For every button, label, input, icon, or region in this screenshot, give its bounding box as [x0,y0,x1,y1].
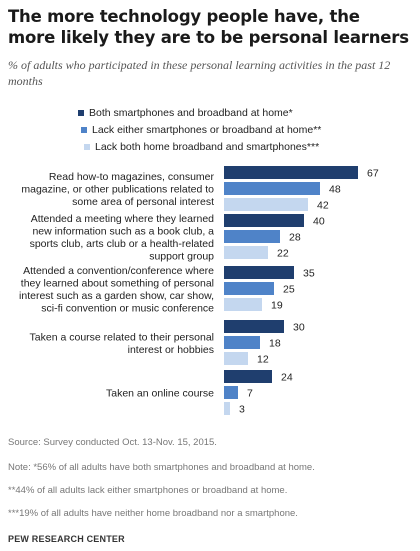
category-label: Taken a course related to their personal… [30,331,214,356]
bar [224,182,320,195]
category-label-line: some area of personal interest [72,196,214,208]
bar [224,320,284,333]
bar [224,214,304,227]
bar [224,282,274,295]
legend-label-series3: Lack both home broadband and smartphones… [95,140,320,153]
value-label: 12 [257,354,269,366]
chart-legend: Both smartphones and broadband at home* … [78,104,321,155]
bar [224,266,294,279]
bar [224,336,260,349]
value-label: 35 [303,268,315,280]
category-label-line: interest or hobbies [128,344,214,356]
bar [224,298,262,311]
legend-item-series3: Lack both home broadband and smartphones… [84,138,321,155]
bar [224,166,358,179]
bar [224,402,230,415]
category-label-line: support group [149,250,214,262]
value-label: 22 [277,248,289,260]
value-label: 19 [271,300,283,312]
bar [224,352,248,365]
value-label: 24 [281,372,293,384]
category-label: Read how-to magazines, consumer magazine,… [21,171,214,208]
value-label: 28 [289,232,301,244]
legend-item-series1: Both smartphones and broadband at home* [78,104,321,121]
category-label-line: sports club, arts club or a health-relat… [30,238,215,250]
value-label: 30 [293,322,305,334]
value-label: 7 [247,388,253,400]
legend-item-series2: Lack either smartphones or broadband at … [81,121,321,138]
footer-note-1: Note: *56% of all adults have both smart… [8,462,315,473]
chart-title: The more technology people have, the mor… [8,7,409,47]
value-label: 3 [239,404,245,416]
category-label-line: they learned about something of personal [21,277,214,289]
category-label: Attended a convention/conference where th… [19,265,214,315]
bar [224,246,268,259]
value-label: 18 [269,338,281,350]
category-label-line: Attended a convention/conference where [23,265,214,277]
bar [224,230,280,243]
legend-label-series2: Lack either smartphones or broadband at … [92,123,322,136]
value-label: 67 [367,168,379,180]
value-label: 48 [329,184,341,196]
bar [224,370,272,383]
category-label-line: magazine, or other publications related … [21,184,214,196]
bar-chart: Read how-to magazines, consumer magazine,… [19,166,379,416]
footer-note-2: **44% of all adults lack either smartpho… [8,485,288,496]
value-label: 25 [283,284,295,296]
chart-subtitle: % of adults who participated in these pe… [8,58,391,88]
footer-brand: PEW RESEARCH CENTER [8,534,125,544]
legend-label-series1: Both smartphones and broadband at home* [89,106,293,119]
category-label: Taken an online course [106,388,214,400]
category-label-line: interest such as a garden show, car show… [19,290,214,302]
footer-source: Source: Survey conducted Oct. 13-Nov. 15… [8,437,217,448]
category-label-line: Attended a meeting where they learned [31,213,214,225]
bar [224,198,308,211]
value-label: 42 [317,200,329,212]
category-label-line: Taken a course related to their personal [30,331,214,343]
legend-swatch-series1 [78,109,84,116]
legend-swatch-series2 [81,126,87,133]
category-label-line: Taken an online course [106,388,214,400]
category-label: Attended a meeting where they learned new… [30,213,215,263]
legend-swatch-series3 [84,143,90,150]
value-label: 40 [313,216,325,228]
category-label-line: sci-fi convention or music conference [41,302,214,314]
category-label-line: Read how-to magazines, consumer [49,171,215,183]
footer-note-3: ***19% of all adults have neither home b… [8,508,298,519]
category-label-line: new information such as a book club, a [32,225,214,237]
bar [224,386,238,399]
